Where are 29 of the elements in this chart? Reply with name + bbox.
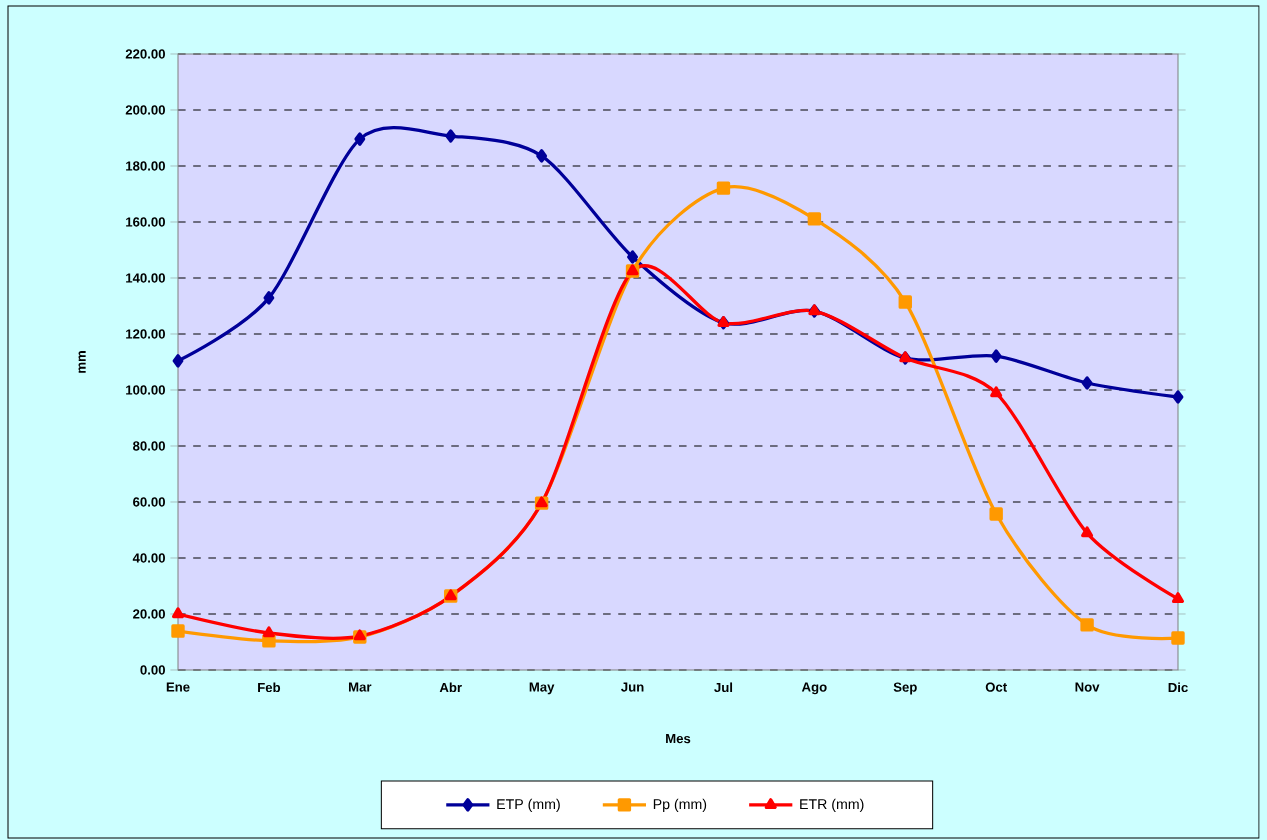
y-tick-label: 20.00 bbox=[133, 609, 165, 619]
x-tick-label: Jul bbox=[714, 682, 733, 693]
x-tick-label: Ago bbox=[801, 682, 827, 695]
x-tick-label: Dic bbox=[1168, 682, 1188, 693]
y-tick-label: 100.00 bbox=[126, 385, 165, 395]
x-tick-label: Jun bbox=[621, 682, 644, 692]
y-tick-label: 40.00 bbox=[132, 553, 165, 563]
legend-label: ETP (mm) bbox=[497, 798, 560, 812]
y-tick-label: 60.00 bbox=[133, 497, 165, 507]
y-tick-label: 160.00 bbox=[126, 217, 165, 227]
x-tick-label: May bbox=[529, 682, 555, 695]
y-tick-label: 80.00 bbox=[133, 441, 165, 451]
x-tick-label: Sep bbox=[893, 682, 917, 695]
legend-label: ETR (mm) bbox=[800, 798, 864, 812]
y-tick-label: 140.00 bbox=[126, 273, 165, 283]
x-tick-label: Feb bbox=[258, 682, 281, 693]
x-tick-label: Nov bbox=[1075, 682, 1100, 692]
y-tick-label: 120.00 bbox=[126, 329, 165, 339]
y-axis-title: mm bbox=[78, 351, 86, 373]
legend-label: Pp (mm) bbox=[653, 798, 707, 812]
y-tick-label: 200.00 bbox=[125, 105, 165, 115]
x-tick-label: Oct bbox=[985, 682, 1008, 692]
x-tick-label: Ene bbox=[166, 682, 190, 692]
y-tick-label: 220.00 bbox=[125, 49, 165, 59]
x-tick-label: Mar bbox=[349, 682, 372, 692]
y-tick-label: 0.00 bbox=[140, 665, 165, 675]
x-axis-title: Mes bbox=[666, 734, 691, 744]
x-tick-label: Abr bbox=[439, 682, 462, 693]
y-tick-label: 180.00 bbox=[126, 161, 165, 171]
